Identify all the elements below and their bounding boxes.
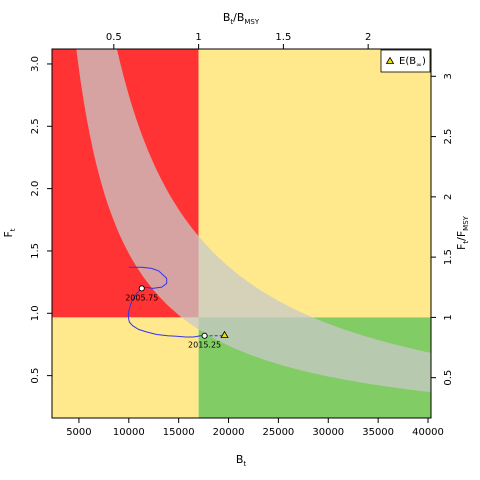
x-tick-label: 35000 <box>362 427 394 438</box>
y2-tick-label: 2 <box>443 194 454 200</box>
x-tick-label: 5000 <box>66 427 91 438</box>
legend-triangle-icon <box>385 56 395 64</box>
x-tick-label: 30000 <box>312 427 344 438</box>
y-tick-label: 2.0 <box>30 181 41 197</box>
x2-tick-label: 0.5 <box>106 32 122 43</box>
msy-band <box>76 49 431 393</box>
y2-tick-label: 3 <box>443 73 454 79</box>
x2-tick-label: 1 <box>195 32 201 43</box>
y-tick-label: 0.5 <box>30 368 41 384</box>
y-tick-label: 3.0 <box>30 56 41 72</box>
y2-tick-label: 1.5 <box>443 249 454 265</box>
zone-top-right <box>198 49 431 318</box>
x-tick-label: 40000 <box>412 427 444 438</box>
trajectory-line <box>127 266 205 338</box>
y-axis-label: Ft <box>2 228 17 237</box>
trajectory-point-start <box>138 285 145 292</box>
y-axis-right: 0.5 1 1.5 2 2.5 3 <box>431 73 454 386</box>
point-label: 2005.75 <box>125 293 158 302</box>
expected-equilibrium-triangle <box>220 330 229 338</box>
x-tick-label: 10000 <box>113 427 145 438</box>
x-axis-bottom: 5000 10000 15000 20000 25000 30000 35000 40000 <box>66 418 444 438</box>
x2-tick-label: 2 <box>365 32 371 43</box>
zone-bottom-left <box>52 317 199 418</box>
x-axis-label: Bt <box>236 453 247 468</box>
trajectory-point-end <box>201 332 208 339</box>
plot-frame <box>51 48 432 419</box>
x-axis-top: 0.5 1 1.5 2 <box>106 32 371 49</box>
trajectory-markers: 2005.75 2015.25 <box>125 285 229 350</box>
y2-tick-label: 1 <box>443 314 454 320</box>
y2-tick-label: 0.5 <box>443 370 454 386</box>
x-tick-label: 20000 <box>213 427 245 438</box>
point-label: 2015.25 <box>188 341 221 350</box>
y-tick-label: 2.5 <box>30 118 41 134</box>
x-tick-label: 15000 <box>163 427 195 438</box>
legend: E(B∞) <box>380 49 431 73</box>
x-tick-label: 25000 <box>262 427 294 438</box>
y-tick-label: 1.0 <box>30 305 41 321</box>
y2-axis-label: Ft/FMSY <box>455 215 470 250</box>
legend-entry: E(B∞) <box>399 56 426 69</box>
y2-tick-label: 2.5 <box>443 129 454 145</box>
x2-tick-label: 1.5 <box>275 32 291 43</box>
msy-band-area <box>76 49 431 393</box>
legend-box <box>380 49 431 73</box>
y-tick-label: 1.5 <box>30 243 41 259</box>
x2-axis-label: Bt/BMSY <box>223 11 260 26</box>
y-axis-left: 0.5 1.0 1.5 2.0 2.5 3.0 <box>30 56 52 384</box>
